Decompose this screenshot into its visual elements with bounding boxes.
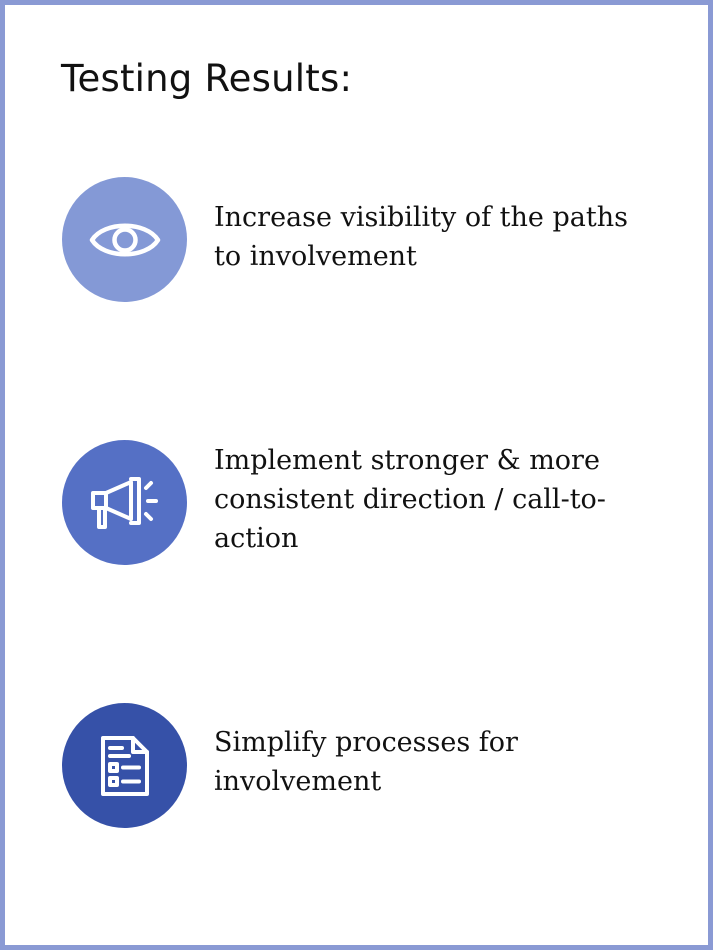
result-text: Increase visibility of the paths to invo… — [214, 202, 628, 272]
icon-circle — [62, 440, 187, 565]
result-item-simplify: Simplify processes for involvement — [62, 703, 682, 828]
icon-circle — [62, 703, 187, 828]
eye-icon — [89, 218, 161, 262]
result-text: Simplify processes for involvement — [214, 727, 518, 797]
result-item-direction: Implement stronger & more consistent dir… — [62, 440, 682, 565]
result-text: Implement stronger & more consistent dir… — [214, 445, 606, 554]
document-checklist-icon — [99, 734, 151, 798]
slide-title: Testing Results: — [61, 57, 353, 100]
result-item-visibility: Increase visibility of the paths to invo… — [62, 177, 682, 302]
icon-circle — [62, 177, 187, 302]
megaphone-icon — [89, 475, 161, 531]
